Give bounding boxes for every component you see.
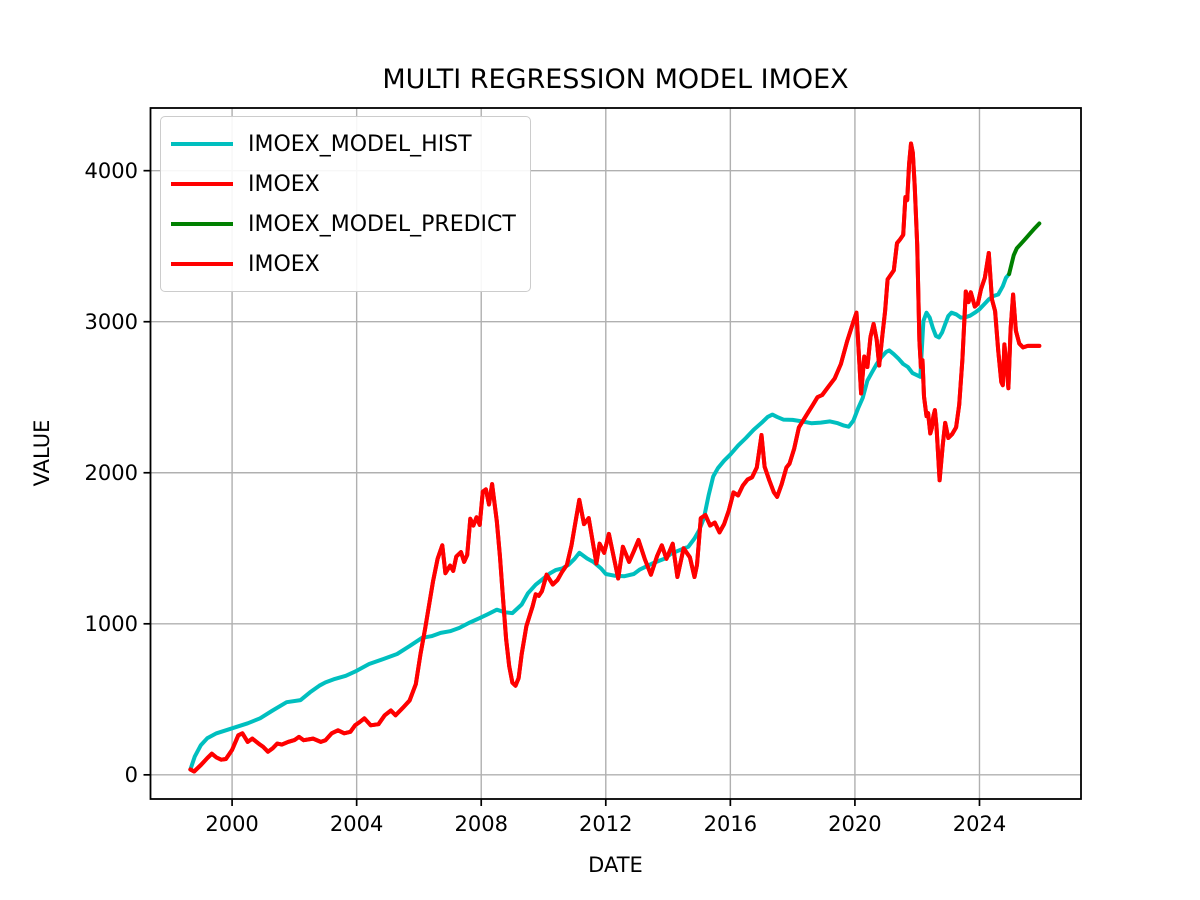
axes-spines — [149, 107, 1082, 800]
legend-line-swatch — [171, 182, 233, 186]
x-tick-label: 2016 — [703, 812, 758, 836]
x-tick-label: 2004 — [329, 812, 384, 836]
y-tick-label: 4000 — [84, 158, 138, 183]
y-tick-label: 3000 — [84, 309, 138, 334]
x-tick-label: 2012 — [579, 812, 633, 836]
series-line-imoex-model-hist-0 — [188, 272, 1012, 772]
x-tick-label: 2000 — [205, 812, 259, 836]
x-tick-label: 2020 — [828, 812, 882, 836]
legend: IMOEX_MODEL_HIST IMOEX IMOEX_MODEL_PREDICT… — [160, 116, 531, 292]
x-tick-label: 2024 — [952, 812, 1007, 836]
legend-line-swatch — [171, 222, 233, 226]
y-axis-label: VALUE — [30, 419, 54, 487]
chart-title: MULTI REGRESSION MODEL IMOEX — [382, 64, 849, 95]
legend-label: IMOEX — [248, 251, 320, 277]
legend-label: IMOEX_MODEL_HIST — [248, 131, 472, 157]
legend-label: IMOEX_MODEL_PREDICT — [248, 211, 516, 237]
legend-item: IMOEX — [171, 244, 516, 284]
legend-line-swatch — [171, 262, 233, 266]
series-line-imoex-model-predict-2 — [1007, 221, 1042, 276]
legend-item: IMOEX — [171, 164, 516, 204]
x-axis-label: DATE — [588, 853, 643, 877]
y-tick-label: 1000 — [84, 611, 138, 636]
y-tick-label: 0 — [124, 762, 138, 787]
y-tick-label: 2000 — [84, 460, 138, 485]
legend-label: IMOEX — [248, 171, 320, 197]
series-line-imoex-3 — [188, 141, 1042, 774]
x-tick-label: 2008 — [454, 812, 508, 836]
legend-item: IMOEX_MODEL_PREDICT — [171, 204, 516, 244]
legend-item: IMOEX_MODEL_HIST — [171, 124, 516, 164]
legend-line-swatch — [171, 142, 233, 146]
